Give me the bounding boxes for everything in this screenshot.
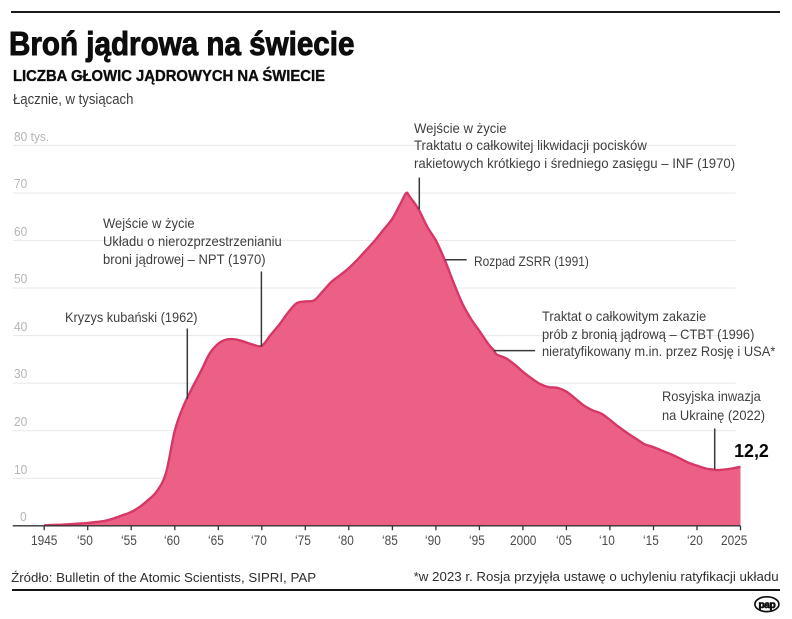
svg-text:pap: pap (758, 600, 775, 611)
